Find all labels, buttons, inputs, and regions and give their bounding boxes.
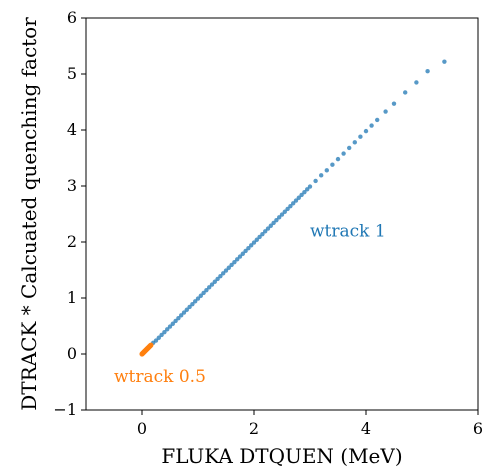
- scatter-point: [442, 59, 447, 64]
- scatter-point: [187, 304, 192, 310]
- scatter-point: [414, 80, 419, 85]
- y-tick-label: 3: [67, 176, 77, 195]
- scatter-point: [201, 290, 206, 296]
- scatter-point: [254, 237, 259, 242]
- scatter-point: [265, 226, 271, 231]
- scatter-point: [305, 187, 310, 192]
- scatter-point: [223, 268, 229, 273]
- scatter-point: [260, 231, 265, 237]
- scatter-point: [313, 178, 318, 184]
- scatter-point: [153, 338, 159, 343]
- scatter-point: [358, 134, 363, 139]
- scatter-point: [277, 215, 282, 220]
- series-annotation: wtrack 0.5: [114, 367, 206, 387]
- scatter-point: [243, 248, 248, 254]
- scatter-point: [282, 209, 287, 214]
- scatter-point: [148, 342, 154, 348]
- scatter-point: [240, 251, 245, 256]
- scatter-point: [324, 168, 329, 173]
- scatter-point: [391, 101, 397, 106]
- scatter-point: [235, 257, 240, 262]
- scatter-point: [257, 234, 262, 240]
- scatter-point: [335, 156, 341, 162]
- plot-frame: [85, 17, 479, 411]
- scatter-point: [198, 293, 203, 298]
- scatter-point: [181, 310, 187, 315]
- scatter-point: [302, 189, 307, 195]
- scatter-point: [170, 321, 175, 326]
- scatter-point: [193, 299, 198, 304]
- scatter-point: [299, 192, 304, 198]
- scatter-point: [215, 276, 220, 282]
- x-axis-ticks: 0 2 4 6: [137, 410, 483, 438]
- y-tick-label: 0: [67, 344, 77, 363]
- x-tick-label: 6: [473, 419, 483, 438]
- x-tick-label: 4: [361, 419, 371, 438]
- x-tick-label: 2: [249, 419, 259, 438]
- annotations: wtrack 1 wtrack 0.5: [114, 221, 386, 387]
- scatter-point: [204, 287, 209, 293]
- scatter-point: [179, 313, 184, 318]
- scatter-point: [246, 245, 251, 251]
- scatter-point: [296, 195, 301, 200]
- scatter-point: [293, 198, 299, 203]
- scatter-point: [403, 90, 408, 95]
- y-tick-label: 4: [67, 120, 77, 139]
- y-tick-label: 6: [67, 8, 77, 27]
- scatter-point: [237, 254, 243, 259]
- scatter-point: [212, 279, 217, 284]
- scatter-point: [319, 173, 324, 178]
- scatter-point: [271, 220, 276, 226]
- y-tick-label: 1: [67, 288, 77, 307]
- scatter-point: [207, 285, 212, 290]
- scatter-point: [288, 203, 293, 209]
- y-tick-label: 2: [67, 232, 77, 251]
- scatter-point: [279, 212, 285, 217]
- scatter-point: [229, 262, 234, 268]
- scatter-point: [159, 332, 164, 338]
- scatter-point: [218, 273, 223, 279]
- scatter-point: [165, 327, 170, 332]
- scatter-point: [251, 240, 257, 245]
- scatter-point: [330, 162, 335, 167]
- scatter-point: [184, 307, 189, 312]
- scatter-point: [162, 329, 167, 335]
- scatter-point: [268, 223, 273, 228]
- scatter-point: [307, 184, 313, 189]
- scatter-point: [285, 206, 290, 212]
- scatter-point: [173, 318, 178, 324]
- y-axis-label: DTRACK * Calcuated quenching factor: [17, 17, 41, 411]
- scatter-point: [341, 151, 346, 156]
- scatter-point: [156, 335, 161, 340]
- scatter-point: [232, 259, 237, 265]
- scatter-point: [347, 145, 352, 151]
- scatter-point: [167, 324, 173, 329]
- scatter-point: [221, 271, 226, 276]
- scatter-point: [425, 69, 430, 74]
- x-axis-label: FLUKA DTQUEN (MeV): [161, 444, 402, 468]
- scatter-point: [363, 128, 369, 134]
- scatter-point: [263, 229, 268, 234]
- scatter-point: [209, 282, 215, 287]
- scatter-point: [226, 265, 231, 270]
- scatter-point: [352, 140, 357, 145]
- scatter-point: [383, 109, 388, 114]
- points-layer: [139, 59, 447, 357]
- x-tick-label: 0: [137, 419, 147, 438]
- scatter-point: [176, 315, 181, 321]
- scatter-point: [190, 301, 195, 307]
- scatter-point: [369, 123, 374, 128]
- scatter-point: [274, 217, 279, 223]
- scatter-point: [375, 117, 380, 123]
- scatter-point: [249, 243, 254, 248]
- series-annotation: wtrack 1: [310, 221, 386, 241]
- scatter-point: [195, 296, 201, 301]
- y-tick-label: 5: [67, 64, 77, 83]
- scatter-point: [291, 201, 296, 206]
- y-axis-ticks: −1 0 1 2 3 4 5 6: [53, 8, 86, 419]
- y-tick-label: −1: [53, 400, 77, 419]
